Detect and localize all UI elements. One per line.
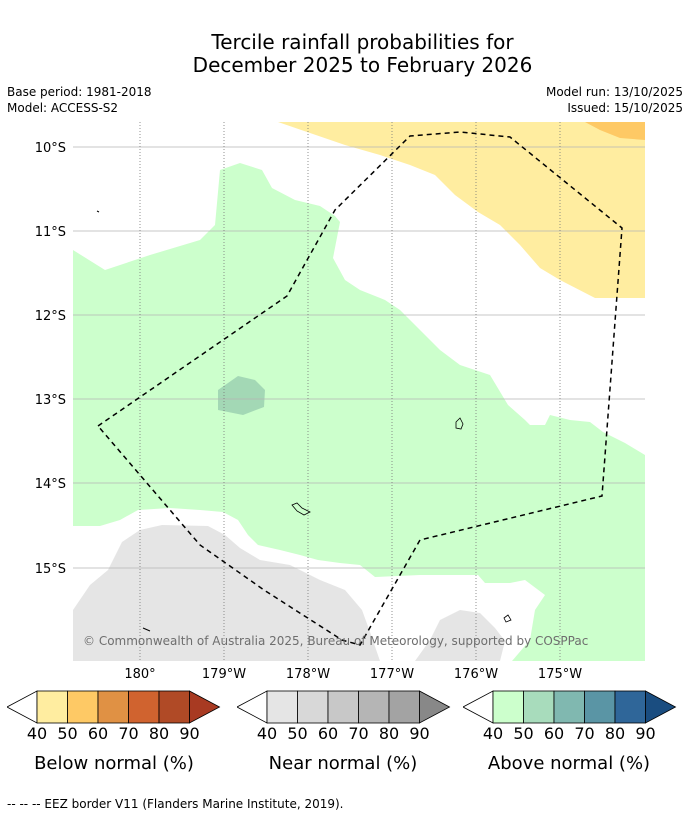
colorbar-swatch xyxy=(553,690,585,724)
lat-label: 10°S xyxy=(35,141,66,156)
colorbar-swatch xyxy=(297,690,329,724)
map-layers: © Commonwealth of Australia 2025, Bureau… xyxy=(73,122,645,661)
colorbar-swatch xyxy=(158,690,190,724)
lat-label: 12°S xyxy=(35,309,66,324)
colorbar-swatch xyxy=(388,690,420,724)
lon-label: 179°W xyxy=(202,667,246,682)
colorbar-tick: 60 xyxy=(87,724,109,743)
colorbar-low-arrow xyxy=(7,690,38,724)
colorbar-tick: 90 xyxy=(409,724,430,743)
colorbar-tick: 80 xyxy=(148,724,170,743)
island-outline xyxy=(291,502,311,516)
below-normal-40-region xyxy=(278,122,645,298)
lon-label: 176°W xyxy=(454,667,498,682)
colorbar-tick: 70 xyxy=(118,724,139,743)
meta-left: Base period: 1981-2018 Model: ACCESS-S2 xyxy=(7,84,152,116)
colorbar-tick: 70 xyxy=(348,724,369,743)
colorbar-tick: 80 xyxy=(604,724,626,743)
longitude-labels: 180° 179°W 178°W 177°W 176°W 175°W xyxy=(124,667,582,682)
below-normal-label: Below normal (%) xyxy=(34,753,194,774)
map-title: Tercile rainfall probabilities for Decem… xyxy=(0,31,690,77)
latitude-labels: 10°S 11°S 12°S 13°S 14°S 15°S xyxy=(35,141,66,577)
colorbar-swatches xyxy=(463,690,677,724)
colorbar-tick: 60 xyxy=(543,724,565,743)
lat-label: 15°S xyxy=(35,562,66,577)
colorbar-swatch xyxy=(492,690,524,724)
meta-right: Model run: 13/10/2025 Issued: 15/10/2025 xyxy=(546,84,683,116)
colorbar-tick: 50 xyxy=(57,724,78,743)
colorbar-tick: 50 xyxy=(513,724,534,743)
colorbar-tick: 40 xyxy=(26,724,48,743)
colorbar-high-arrow xyxy=(645,690,677,724)
colorbar-swatch xyxy=(584,690,616,724)
colorbar-near-normal: 40 50 60 70 80 90 xyxy=(237,690,452,744)
lon-label: 180° xyxy=(124,667,155,682)
colorbar-swatch xyxy=(97,690,129,724)
base-period: Base period: 1981-2018 xyxy=(7,85,152,99)
attribution-text: © Commonwealth of Australia 2025, Bureau… xyxy=(83,634,588,648)
lon-label: 178°W xyxy=(286,667,330,682)
colorbar-swatch xyxy=(327,690,359,724)
title-line-1: Tercile rainfall probabilities for xyxy=(211,30,514,54)
issued-date: Issued: 15/10/2025 xyxy=(567,101,683,115)
colorbar-swatch xyxy=(266,690,298,724)
colorbar-tick: 50 xyxy=(287,724,308,743)
colorbar-above-normal: 40 50 60 70 80 90 xyxy=(463,690,678,744)
colorbar-tick: 40 xyxy=(256,724,278,743)
model-run: Model run: 13/10/2025 xyxy=(545,85,683,99)
colorbar-swatch xyxy=(523,690,555,724)
colorbar-tick: 70 xyxy=(574,724,595,743)
above-normal-50-region xyxy=(218,376,265,415)
colorbar-swatch xyxy=(36,690,68,724)
colorbar-low-arrow xyxy=(463,690,494,724)
colorbar-swatch xyxy=(67,690,99,724)
lat-label: 13°S xyxy=(35,393,66,408)
colorbar-tick: 80 xyxy=(378,724,400,743)
near-normal-40-region xyxy=(73,525,505,661)
above-normal-label: Above normal (%) xyxy=(487,753,651,774)
eez-footnote: -- -- -- EEZ border V11 (Flanders Marine… xyxy=(7,797,344,811)
eez-border xyxy=(96,131,623,646)
above-normal-40-region xyxy=(73,163,645,661)
island-outline xyxy=(142,627,151,632)
colorbar-swatches xyxy=(7,690,221,724)
gridlines xyxy=(73,122,645,661)
colorbar-low-arrow xyxy=(237,690,268,724)
forecast-map: © Commonwealth of Australia 2025, Bureau… xyxy=(35,122,645,682)
lat-label: 11°S xyxy=(35,225,66,240)
colorbar-swatch xyxy=(614,690,646,724)
near-normal-label: Near normal (%) xyxy=(268,753,418,774)
colorbar-ticks: 40 50 60 70 80 90 xyxy=(463,724,676,744)
island-outline xyxy=(455,417,464,430)
colorbar-below-normal: 40 50 60 70 80 90 xyxy=(7,690,222,744)
colorbar-swatch xyxy=(358,690,390,724)
island-outline xyxy=(96,210,100,213)
lon-label: 175°W xyxy=(538,667,582,682)
lon-label: 177°W xyxy=(370,667,414,682)
below-normal-50-region xyxy=(585,122,645,140)
colorbar-high-arrow xyxy=(189,690,221,724)
colorbar-swatch xyxy=(128,690,160,724)
island-outline xyxy=(503,614,512,623)
colorbar-high-arrow xyxy=(419,690,451,724)
colorbar-tick: 90 xyxy=(635,724,656,743)
colorbar-ticks: 40 50 60 70 80 90 xyxy=(237,724,450,744)
colorbar-tick: 60 xyxy=(317,724,339,743)
title-line-2: December 2025 to February 2026 xyxy=(192,53,533,77)
colorbar-ticks: 40 50 60 70 80 90 xyxy=(7,724,220,744)
colorbar-swatches xyxy=(237,690,451,724)
colorbar-tick: 90 xyxy=(179,724,200,743)
model-name: Model: ACCESS-S2 xyxy=(7,101,119,115)
colorbar-tick: 40 xyxy=(482,724,504,743)
lat-label: 14°S xyxy=(35,477,66,492)
